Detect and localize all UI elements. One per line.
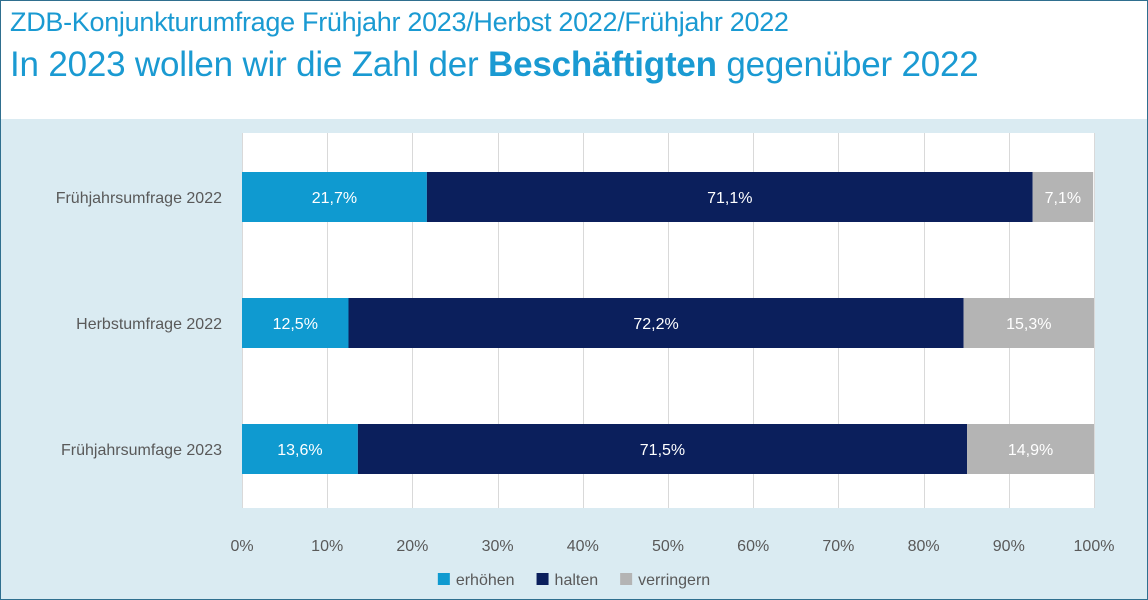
bar-segment xyxy=(357,424,968,474)
data-label: 7,1% xyxy=(1045,190,1081,207)
legend-swatch xyxy=(620,573,633,585)
x-tick-label: 0% xyxy=(230,538,253,555)
x-tick-label: 80% xyxy=(908,538,940,555)
data-label: 14,9% xyxy=(1008,442,1053,459)
bars xyxy=(242,172,1094,474)
bar-segment xyxy=(967,424,1094,474)
legend-label: halten xyxy=(555,572,599,589)
data-label: 13,6% xyxy=(277,442,322,459)
x-tick-label: 30% xyxy=(482,538,514,555)
subtitle-suffix: gegenüber 2022 xyxy=(716,45,979,84)
x-tick-labels: 0% 10% 20% 30% 40% 50% 60% 70% 80% 90% 100% xyxy=(230,538,1114,555)
legend-swatch xyxy=(536,573,549,585)
subtitle-bold: Beschäftigten xyxy=(488,45,717,84)
page-subtitle: In 2023 wollen wir die Zahl der Beschäft… xyxy=(10,45,979,85)
legend-label: verringern xyxy=(638,572,710,589)
page-title: ZDB-Konjunkturumfrage Frühjahr 2023/Herb… xyxy=(10,7,789,37)
legend: erhöhen halten verringern xyxy=(437,572,710,589)
bar-segment xyxy=(426,172,1033,222)
data-label: 12,5% xyxy=(273,316,318,333)
x-tick-label: 10% xyxy=(311,538,343,555)
category-labels: Frühjahrsumfrage 2022 Herbstumfrage 2022 F… xyxy=(56,190,222,459)
x-tick-label: 90% xyxy=(993,538,1025,555)
chart-area: 21,7% 71,1% 7,1% 12,5% 72,2% 15,3% 13,6% 71,5% 1… xyxy=(1,119,1147,599)
data-label: 15,3% xyxy=(1006,316,1051,333)
category-label: Frühjahrsumfrage 2022 xyxy=(56,190,222,207)
legend-swatch xyxy=(437,573,450,585)
data-label: 71,5% xyxy=(640,442,685,459)
bar-segment xyxy=(242,424,358,474)
data-label: 71,1% xyxy=(707,190,752,207)
data-label: 21,7% xyxy=(312,190,357,207)
x-tick-label: 70% xyxy=(822,538,854,555)
x-tick-label: 40% xyxy=(567,538,599,555)
stacked-bar-chart: 21,7% 71,1% 7,1% 12,5% 72,2% 15,3% 13,6% 71,5% 1… xyxy=(56,133,1114,589)
bar-segment xyxy=(348,298,964,348)
bar-segment xyxy=(1032,172,1094,222)
data-label: 72,2% xyxy=(633,316,678,333)
bar-segment xyxy=(963,298,1094,348)
header: ZDB-Konjunkturumfrage Frühjahr 2023/Herb… xyxy=(1,1,1147,119)
data-labels: 21,7% 71,1% 7,1% 12,5% 72,2% 15,3% 13,6% 71,5% 1… xyxy=(273,190,1082,459)
subtitle-prefix: In 2023 wollen wir die Zahl der xyxy=(10,45,489,84)
category-label: Herbstumfrage 2022 xyxy=(76,316,222,333)
x-tick-label: 50% xyxy=(652,538,684,555)
legend-label: erhöhen xyxy=(456,572,515,589)
x-tick-label: 20% xyxy=(396,538,428,555)
category-label: Frühjahrsumfage 2023 xyxy=(61,442,222,459)
x-tick-label: 60% xyxy=(737,538,769,555)
x-tick-label: 100% xyxy=(1074,538,1115,555)
bar-segment xyxy=(242,172,427,222)
bar-segment xyxy=(242,298,349,348)
